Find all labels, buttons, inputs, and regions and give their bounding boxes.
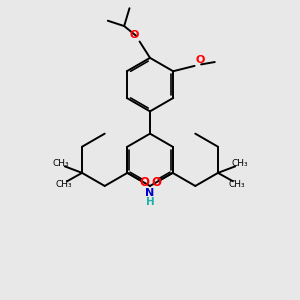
Text: H: H [146, 197, 154, 207]
Text: CH₃: CH₃ [228, 180, 245, 189]
Text: CH₃: CH₃ [231, 159, 248, 168]
Text: CH₃: CH₃ [55, 180, 72, 189]
Text: CH₃: CH₃ [52, 159, 69, 168]
Text: O: O [195, 55, 205, 65]
Text: O: O [151, 176, 161, 189]
Text: O: O [139, 176, 149, 189]
Text: N: N [146, 188, 154, 198]
Text: O: O [129, 30, 138, 40]
